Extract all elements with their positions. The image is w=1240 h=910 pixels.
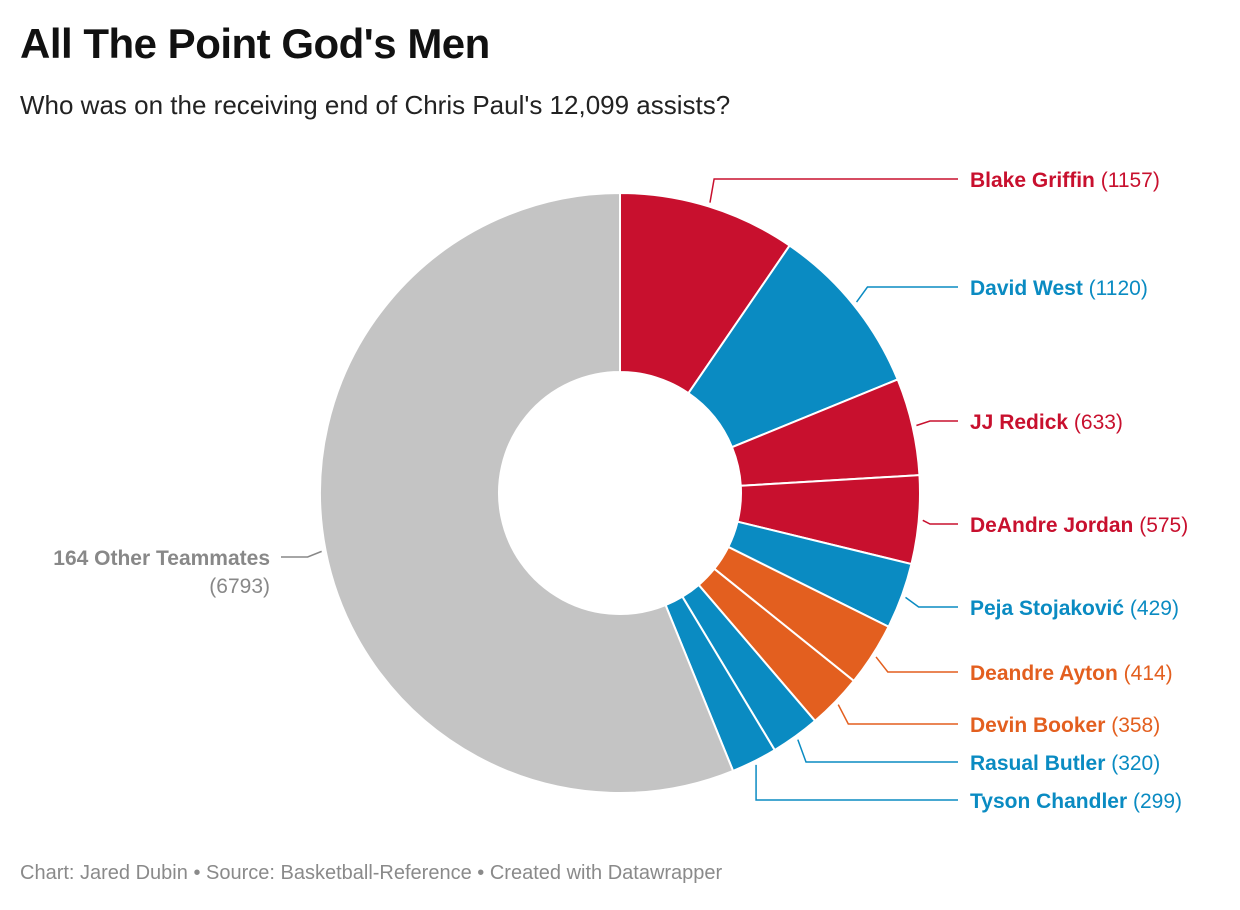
slice-label-jj-redick: JJ Redick (633) <box>970 411 1123 434</box>
leader-line-tyson-chandler <box>755 764 958 801</box>
slice-value: (429) <box>1124 597 1179 620</box>
slice-name: Deandre Ayton <box>970 662 1118 685</box>
slice-label-deandre-jordan: DeAndre Jordan (575) <box>970 514 1188 537</box>
slice-label-tyson-chandler: Tyson Chandler (299) <box>970 790 1182 813</box>
slice-name: JJ Redick <box>970 411 1068 434</box>
leader-line-david-west <box>855 286 958 303</box>
footer-separator: • <box>193 862 201 884</box>
slice-value: (575) <box>1133 514 1188 537</box>
footer-tool: Created with Datawrapper <box>489 862 723 884</box>
footer-source: Source: Basketball-Reference <box>206 862 472 884</box>
leader-line-jj-redick <box>916 420 958 427</box>
slice-value: (633) <box>1068 411 1123 434</box>
slice-value: (1157) <box>1095 169 1160 192</box>
slice-name: Tyson Chandler <box>970 790 1127 813</box>
leader-line-blake-griffin <box>709 178 958 203</box>
slice-david-west <box>687 244 899 449</box>
slice-name: Blake Griffin <box>970 169 1095 192</box>
leader-line-164-other-teammates <box>281 550 322 558</box>
slice-name: David West <box>970 277 1083 300</box>
footer-separator: • <box>477 862 485 884</box>
slice-label-deandre-ayton: Deandre Ayton (414) <box>970 662 1173 685</box>
leader-line-deandre-ayton <box>875 656 958 673</box>
slice-name: Devin Booker <box>970 714 1105 737</box>
leader-line-rasual-butler <box>797 739 958 763</box>
leader-line-peja-stojakovic <box>905 596 958 608</box>
footer-credit: Chart: Jared Dubin <box>20 862 188 884</box>
slice-value: (1120) <box>1083 277 1148 300</box>
slice-value-164-other-teammates: (6793) <box>209 575 270 598</box>
slices-layer <box>318 191 921 794</box>
slice-value: (320) <box>1105 752 1160 775</box>
slice-164-other-teammates <box>318 191 735 794</box>
chart-title: All The Point God's Men <box>20 20 490 67</box>
slice-name: DeAndre Jordan <box>970 514 1133 537</box>
slice-value: (299) <box>1127 790 1182 813</box>
slice-value: (358) <box>1105 714 1160 737</box>
leader-line-deandre-jordan <box>922 519 958 525</box>
slice-value: (414) <box>1118 662 1173 685</box>
chart-subtitle: Who was on the receiving end of Chris Pa… <box>20 90 731 120</box>
slice-blake-griffin <box>619 191 792 395</box>
slice-name: Rasual Butler <box>970 752 1105 775</box>
chart-footer: Chart: Jared Dubin • Source: Basketball-… <box>20 862 722 885</box>
slice-label-devin-booker: Devin Booker (358) <box>970 714 1160 737</box>
slice-label-164-other-teammates: 164 Other Teammates <box>53 547 270 570</box>
slice-label-david-west: David West (1120) <box>970 277 1148 300</box>
slice-name: Peja Stojaković <box>970 597 1124 620</box>
slice-label-peja-stojakovic: Peja Stojaković (429) <box>970 597 1179 620</box>
leader-line-devin-booker <box>837 704 958 725</box>
leader-lines-layer <box>281 178 958 801</box>
slice-label-rasual-butler: Rasual Butler (320) <box>970 752 1160 775</box>
slice-label-blake-griffin: Blake Griffin (1157) <box>970 169 1160 192</box>
labels-layer: Blake Griffin (1157) David West (1120) JJ … <box>53 169 1188 813</box>
